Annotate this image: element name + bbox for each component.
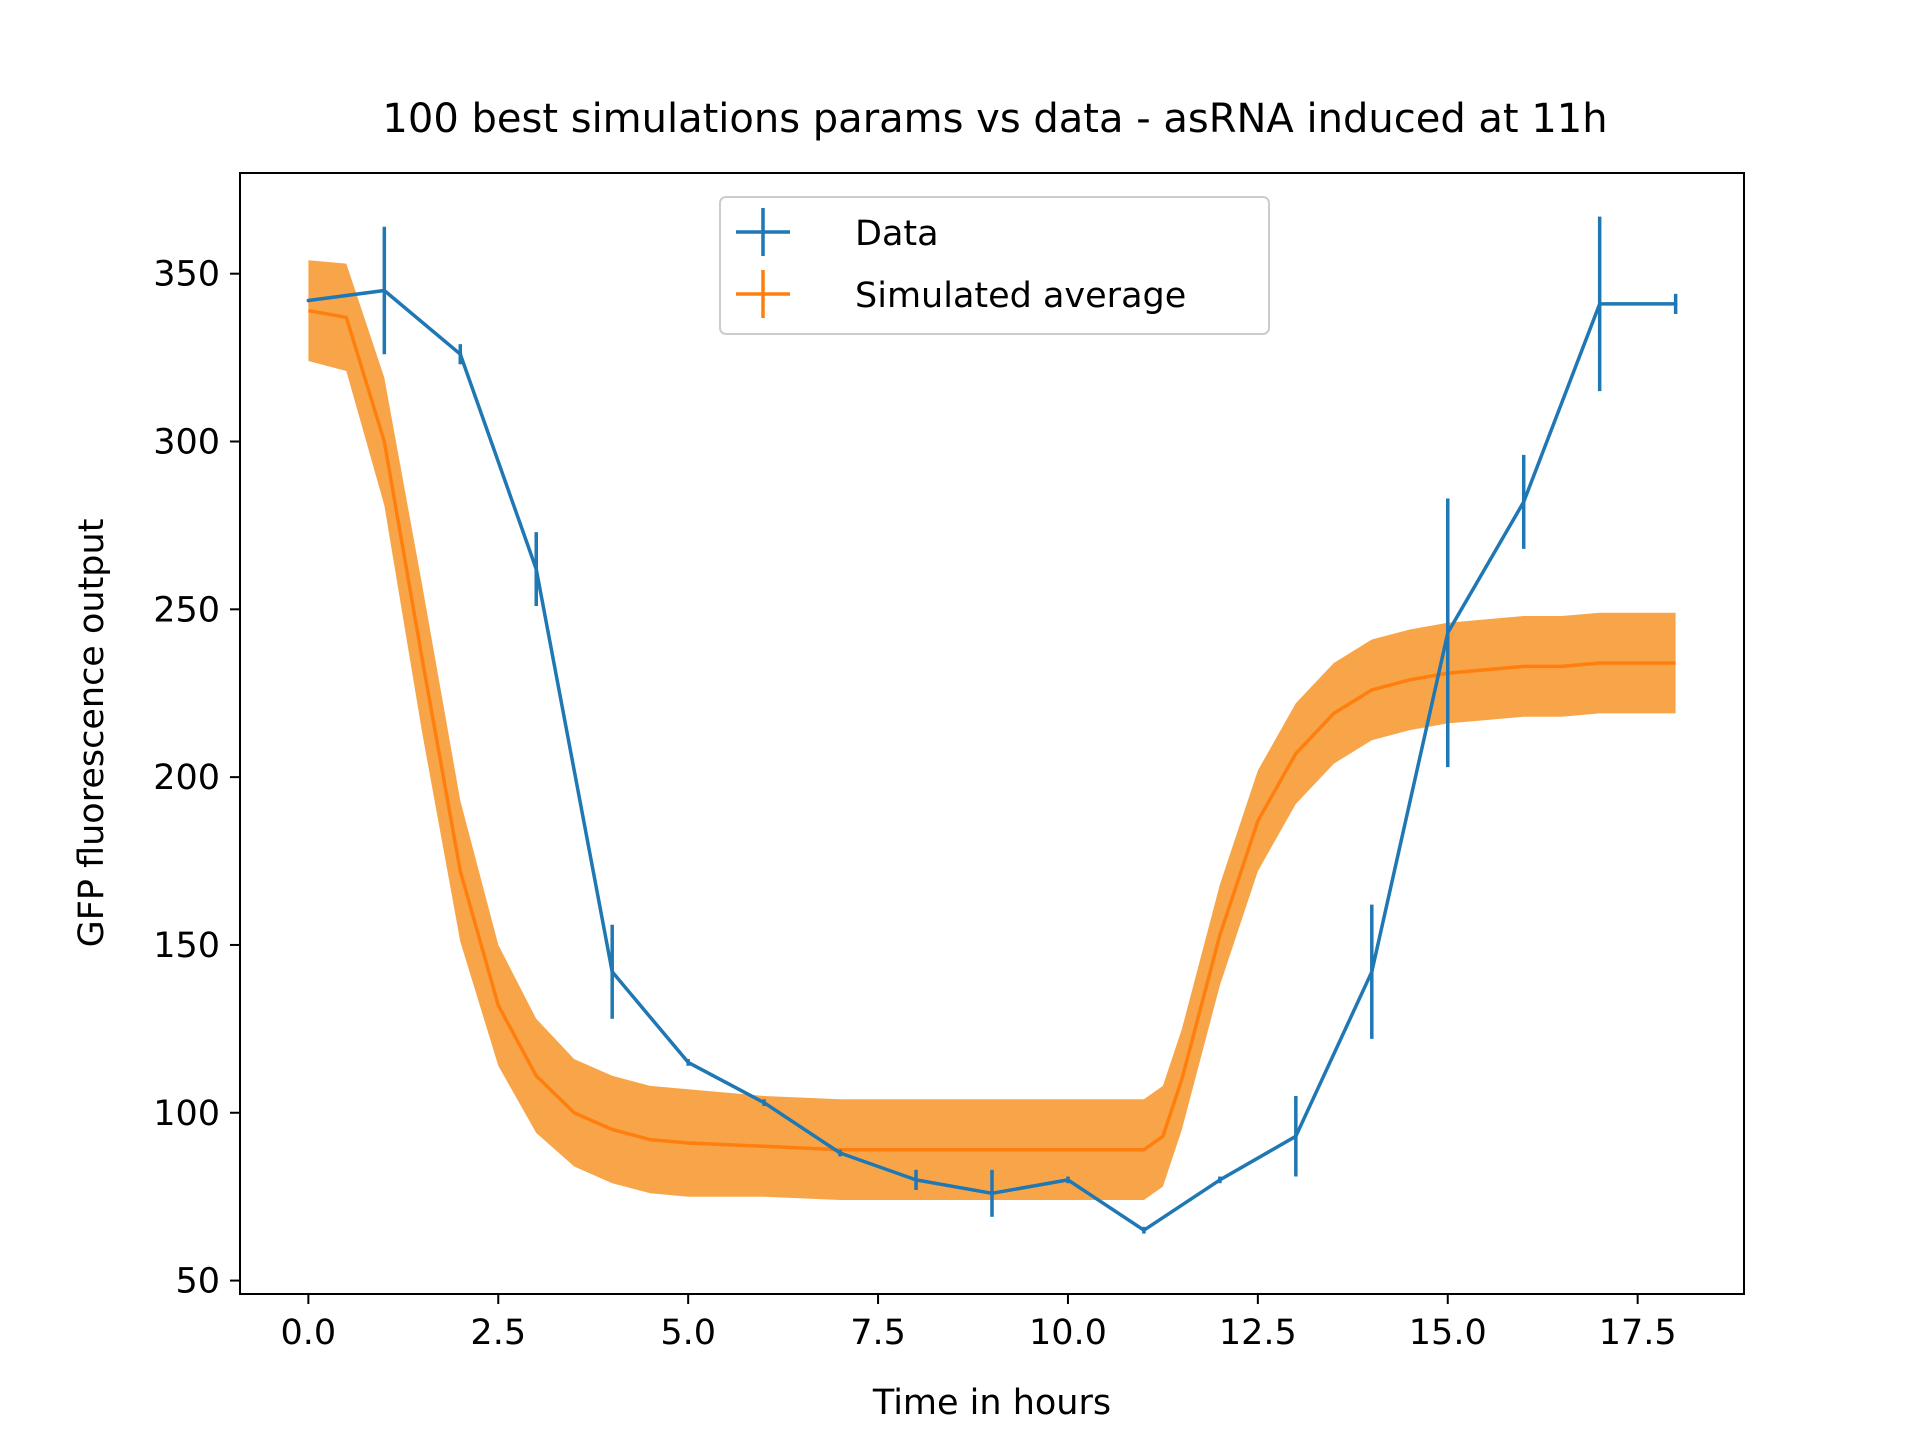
data-point (990, 1191, 994, 1196)
data-point (306, 298, 311, 303)
legend: Data Simulated average (719, 196, 1270, 335)
data-point (1294, 1134, 1298, 1139)
y-axis-ticks: 50 100 150 200 250 300 350 (153, 255, 240, 1302)
legend-label-data: Data (855, 214, 939, 254)
data-point (838, 1151, 842, 1155)
data-point (1066, 1178, 1070, 1182)
x-tick-label: 17.5 (1599, 1313, 1677, 1353)
data-point (686, 1060, 690, 1065)
plot-area (306, 216, 1678, 1234)
data-point (382, 288, 387, 293)
y-tick-label: 350 (153, 255, 220, 295)
x-tick-label: 2.5 (470, 1313, 526, 1353)
x-tick-label: 5.0 (660, 1313, 716, 1353)
data-point (1142, 1228, 1146, 1233)
legend-entry-simulated-average: Simulated average (736, 270, 1186, 318)
x-tick-label: 7.5 (850, 1313, 906, 1353)
y-tick-label: 300 (153, 423, 220, 463)
data-point (610, 969, 615, 974)
x-axis-ticks: 0.0 2.5 5.0 7.5 10.0 12.5 15.0 17.5 (281, 1294, 1677, 1353)
data-point (458, 352, 463, 357)
y-axis-label: GFP fluorescence output (72, 519, 112, 948)
data-point (1673, 302, 1678, 306)
x-tick-label: 0.0 (281, 1313, 337, 1353)
x-tick-label: 15.0 (1409, 1313, 1487, 1353)
y-tick-label: 250 (153, 590, 220, 630)
x-tick-label: 10.0 (1029, 1313, 1107, 1353)
legend-label-simulated-average: Simulated average (855, 276, 1186, 316)
data-point (914, 1178, 918, 1182)
y-tick-label: 50 (175, 1262, 220, 1302)
y-tick-label: 200 (153, 758, 220, 798)
data-point (1445, 631, 1450, 635)
axes-frame (239, 172, 1745, 1295)
y-tick-label: 100 (153, 1094, 220, 1134)
simulated-average-band (308, 260, 1676, 1200)
data-point (1597, 302, 1602, 306)
x-tick-label: 12.5 (1219, 1313, 1297, 1353)
legend-entry-data: Data (736, 208, 939, 256)
data-point (534, 567, 539, 571)
data-point (1521, 500, 1526, 504)
data-point (1218, 1178, 1222, 1182)
y-tick-label: 150 (153, 926, 220, 966)
data-point (1369, 969, 1374, 974)
legend-box (719, 196, 1270, 335)
x-axis-label: Time in hours (872, 1383, 1111, 1423)
simulated-average-line (308, 308, 1676, 1152)
chart-title: 100 best simulations params vs data - as… (382, 96, 1607, 142)
data-point (762, 1100, 766, 1105)
